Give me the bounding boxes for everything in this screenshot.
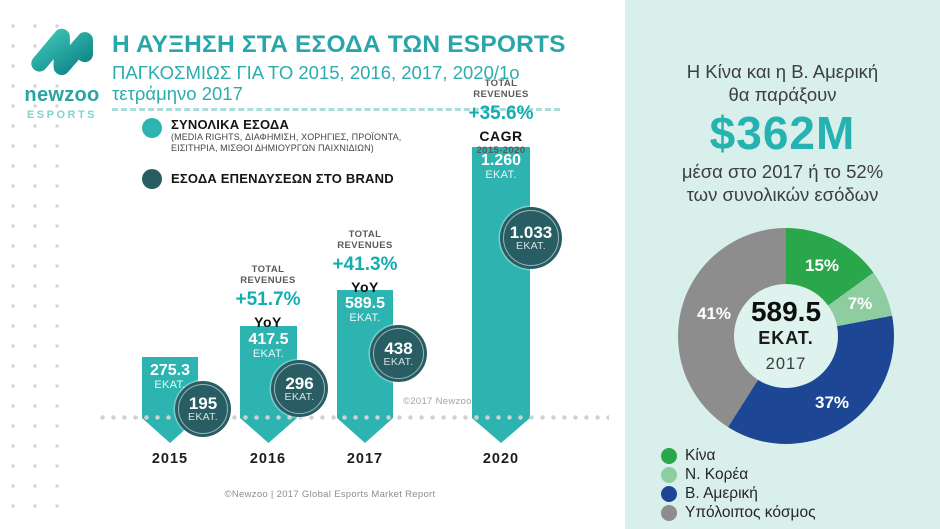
donut-legend-label: Β. Αμερική <box>685 484 758 502</box>
total-revenues-dot-icon <box>142 118 162 138</box>
slice-label-korea: 7% <box>847 294 873 313</box>
growth-label-2016: TOTAL REVENUES +51.7% YoY <box>231 264 305 330</box>
donut-legend-item-china: Κίνα <box>661 446 816 465</box>
donut-center-unit: ΕΚΑΤ. <box>758 328 814 348</box>
total-revenues-caption-2016: TOTAL REVENUES <box>240 264 296 286</box>
legend-total-label: ΣΥΝΟΛΙΚΑ ΕΣΟΔΑ <box>171 117 290 132</box>
axis-label-2017: 2017 <box>346 451 384 467</box>
brand-investment-badge-2017: 438 ΕΚΑΤ. <box>370 325 427 382</box>
brand-investment-badge-2015: 195 ΕΚΑΤ. <box>175 381 231 437</box>
donut-legend-item-north-america: Β. Αμερική <box>661 484 816 503</box>
baseline-dotted-axis <box>97 414 609 421</box>
highlight-amount: $362M <box>709 107 856 159</box>
growth-period-2020: 2015-2020 <box>476 145 526 156</box>
rest-of-world-dot-icon <box>661 504 677 521</box>
donut-center-value: 589.5 <box>750 296 822 327</box>
axis-label-2020: 2020 <box>482 451 520 467</box>
growth-pct-2017: +41.3% <box>332 254 398 275</box>
source-footer: ©Newzoo | 2017 Global Esports Market Rep… <box>224 489 436 500</box>
bar-2015-unit: ΕΚΑΤ. <box>154 379 186 391</box>
bar-2017-value: 589.5 <box>344 295 386 312</box>
badge-2020-unit: ΕΚΑΤ. <box>516 240 546 252</box>
growth-pct-2016: +51.7% <box>235 289 301 310</box>
brand-investment-badge-2020: 1.033 ΕΚΑΤ. <box>500 207 562 269</box>
growth-basis-2016: YoY <box>254 314 282 330</box>
page-subtitle: ΠΑΓΚΟΣΜΙΩΣ ΓΙΑ ΤΟ 2015, 2016, 2017, 2020… <box>112 62 520 104</box>
background-dot-pattern <box>2 16 66 516</box>
right-panel: Η Κίνα και η Β. Αμερική θα παράξουν $362… <box>625 0 940 529</box>
legend-total-sub1: (MEDIA RIGHTS, ΔΙΑΦΗΜΙΣΗ, ΧΟΡΗΓΙΕΣ, ΠΡΟΪ… <box>171 132 402 142</box>
badge-2017-unit: ΕΚΑΤ. <box>383 355 414 368</box>
title-underline <box>112 108 560 111</box>
badge-2016-unit: ΕΚΑΤ. <box>284 390 315 403</box>
donut-chart-wrap: 15% 7% 37% 41% 589.5 ΕΚΑΤ. 2017 <box>678 228 894 444</box>
donut-legend: Κίνα Ν. Κορέα Β. Αμερική Υπόλοιπος κόσμο… <box>661 446 816 522</box>
bar-2015-value: 275.3 <box>149 362 191 379</box>
donut-legend-item-korea: Ν. Κορέα <box>661 465 816 484</box>
page-title: Η ΑΥΞΗΣΗ ΣΤΑ ΕΣΟΔΑ ΤΩΝ ESPORTS <box>112 31 566 58</box>
bar-2020-unit: ΕΚΑΤ. <box>485 169 517 181</box>
bar-2016: 417.5 ΕΚΑΤ. <box>240 326 297 443</box>
donut-legend-item-rest-of-world: Υπόλοιπος κόσμος <box>661 503 816 522</box>
growth-pct-2020: +35.6% <box>468 103 534 124</box>
bar-2020: 1.260 ΕΚΑΤ. <box>472 147 530 443</box>
axis-label-2015: 2015 <box>151 451 189 467</box>
panel-subtext-line1: μέσα στο 2017 ή το 52% <box>681 161 884 182</box>
slice-label-rest-of-world: 41% <box>696 304 732 323</box>
donut-center-year: 2017 <box>765 355 807 373</box>
slice-label-north-america: 37% <box>814 393 850 412</box>
badge-2016-value: 296 <box>285 373 314 393</box>
bar-2020-value: 1.260 <box>480 152 522 169</box>
bar-2017-unit: ΕΚΑΤ. <box>349 312 381 324</box>
copyright-watermark: ©2017 Newzoo <box>403 396 472 407</box>
north-america-dot-icon <box>661 485 677 502</box>
legend-item-brand-revenues: ΕΣΟΔΑ ΕΠΕΝΔΥΣΕΩΝ ΣΤΟ BRAND <box>142 168 432 189</box>
growth-basis-2020: CAGR <box>479 128 523 144</box>
legend-item-total-revenues: ΣΥΝΟΛΙΚΑ ΕΣΟΔΑ (MEDIA RIGHTS, ΔΙΑΦΗΜΙΣΗ,… <box>142 117 432 153</box>
growth-label-2020: TOTAL REVENUES +35.6% CAGR 2015-2020 <box>464 78 538 156</box>
panel-headline-line1: Η Κίνα και η Β. Αμερική <box>686 61 879 82</box>
total-revenues-caption-2017: TOTAL REVENUES <box>337 229 393 251</box>
badge-2017-value: 438 <box>384 338 413 358</box>
growth-label-2017: TOTAL REVENUES +41.3% YoY <box>328 229 402 295</box>
brand-investment-badge-2016: 296 ΕΚΑΤ. <box>271 360 328 417</box>
title-block: Η ΑΥΞΗΣΗ ΣΤΑ ΕΣΟΔΑ ΤΩΝ ESPORTS ΠΑΓΚΟΣΜΙΩ… <box>112 31 582 111</box>
korea-dot-icon <box>661 466 677 483</box>
brand-revenues-dot-icon <box>142 169 162 189</box>
legend-brand-label: ΕΣΟΔΑ ΕΠΕΝΔΥΣΕΩΝ ΣΤΟ BRAND <box>171 171 394 186</box>
donut-legend-label: Υπόλοιπος κόσμος <box>685 503 816 521</box>
badge-2015-unit: ΕΚΑΤ. <box>188 411 218 423</box>
legend-total-sub2: ΕΙΣΙΤΗΡΙΑ, ΜΙΣΘΟΙ ΔΗΜΙΟΥΡΓΩΝ ΠΑΙΧΝΙΔΙΩΝ) <box>171 142 374 153</box>
brand-tagline: ESPORTS <box>26 109 98 121</box>
newzoo-logo-icon <box>31 28 93 75</box>
panel-headline-line2: θα παράξουν <box>728 84 837 105</box>
badge-2015-value: 195 <box>188 394 218 413</box>
badge-2020-value: 1.033 <box>509 223 553 242</box>
donut-center: 589.5 ΕΚΑΤ. 2017 <box>734 284 838 388</box>
axis-label-2016: 2016 <box>249 451 287 467</box>
growth-basis-2017: YoY <box>351 279 379 295</box>
total-revenues-caption-2020: TOTAL REVENUES <box>473 78 529 100</box>
china-dot-icon <box>661 447 677 464</box>
brand-name: newzoo <box>24 84 100 106</box>
donut-legend-label: Κίνα <box>685 446 716 464</box>
slice-label-china: 15% <box>804 256 840 275</box>
panel-subtext: μέσα στο 2017 ή το 52% των συνολικών εσό… <box>625 160 940 206</box>
donut-legend-label: Ν. Κορέα <box>685 465 749 483</box>
panel-headline: Η Κίνα και η Β. Αμερική θα παράξουν <box>625 60 940 106</box>
bar-2016-value: 417.5 <box>248 331 289 348</box>
bar-2016-unit: ΕΚΑΤ. <box>252 348 285 360</box>
panel-subtext-line2: των συνολικών εσόδων <box>686 184 879 205</box>
chart-legend: ΣΥΝΟΛΙΚΑ ΕΣΟΔΑ (MEDIA RIGHTS, ΔΙΑΦΗΜΙΣΗ,… <box>142 117 432 189</box>
